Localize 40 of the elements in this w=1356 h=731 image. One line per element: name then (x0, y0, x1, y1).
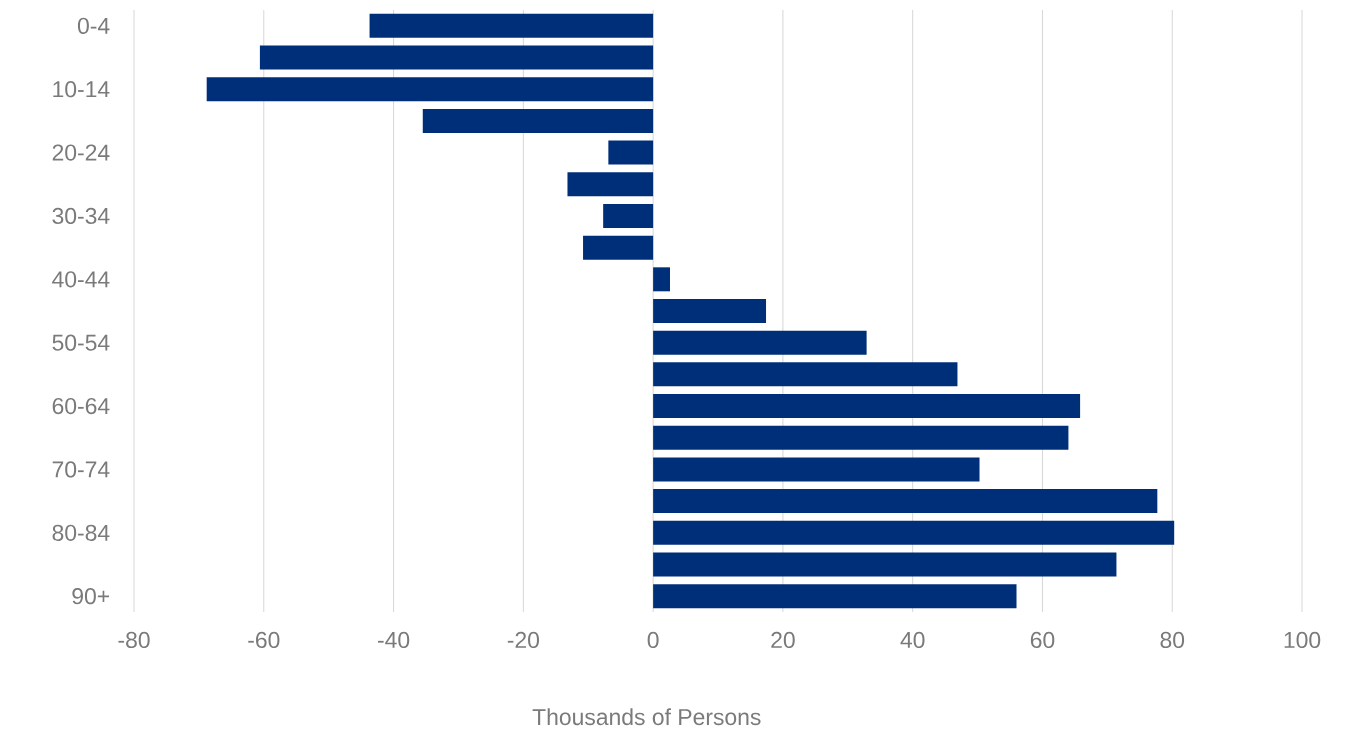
bar (653, 489, 1158, 514)
x-tick-label: 40 (900, 631, 925, 649)
y-tick-label: 30-34 (52, 207, 110, 225)
bar (653, 394, 1081, 419)
x-axis-title: Thousands of Persons (532, 708, 761, 726)
bar (653, 584, 1017, 609)
bar (422, 108, 654, 133)
y-tick-label: 40-44 (52, 271, 110, 288)
bar (206, 77, 654, 102)
bar (653, 457, 980, 482)
y-tick-label: 10-14 (53, 81, 110, 98)
x-tick-label: -40 (378, 631, 410, 649)
bar (583, 235, 654, 260)
bar (653, 362, 958, 387)
x-tick-label: -60 (248, 631, 280, 649)
bar (653, 330, 867, 355)
y-tick-label: 60-64 (52, 398, 110, 415)
bar (653, 520, 1175, 545)
bar (653, 299, 767, 324)
bar (653, 552, 1117, 577)
bar (603, 204, 654, 229)
y-tick-label: 80-84 (52, 524, 110, 541)
x-tick-label: -80 (118, 631, 150, 649)
x-tick-label: 20 (771, 631, 795, 649)
bar (608, 140, 654, 165)
y-tick-label: 70-74 (52, 461, 110, 478)
x-tick-label: 60 (1030, 631, 1055, 649)
x-tick-label: 80 (1160, 631, 1185, 649)
bar (369, 13, 654, 38)
x-tick-label: 100 (1284, 631, 1321, 649)
x-tick-label: 0 (647, 631, 659, 649)
bar (653, 267, 670, 292)
bar (567, 172, 654, 197)
bar (259, 45, 654, 70)
y-tick-label: 50-54 (52, 334, 110, 351)
y-tick-label: 20-24 (52, 144, 110, 161)
y-tick-label: 90+ (72, 588, 110, 605)
x-tick-label: -20 (507, 631, 540, 649)
bar (653, 425, 1069, 450)
y-tick-label: 0-4 (77, 17, 110, 35)
